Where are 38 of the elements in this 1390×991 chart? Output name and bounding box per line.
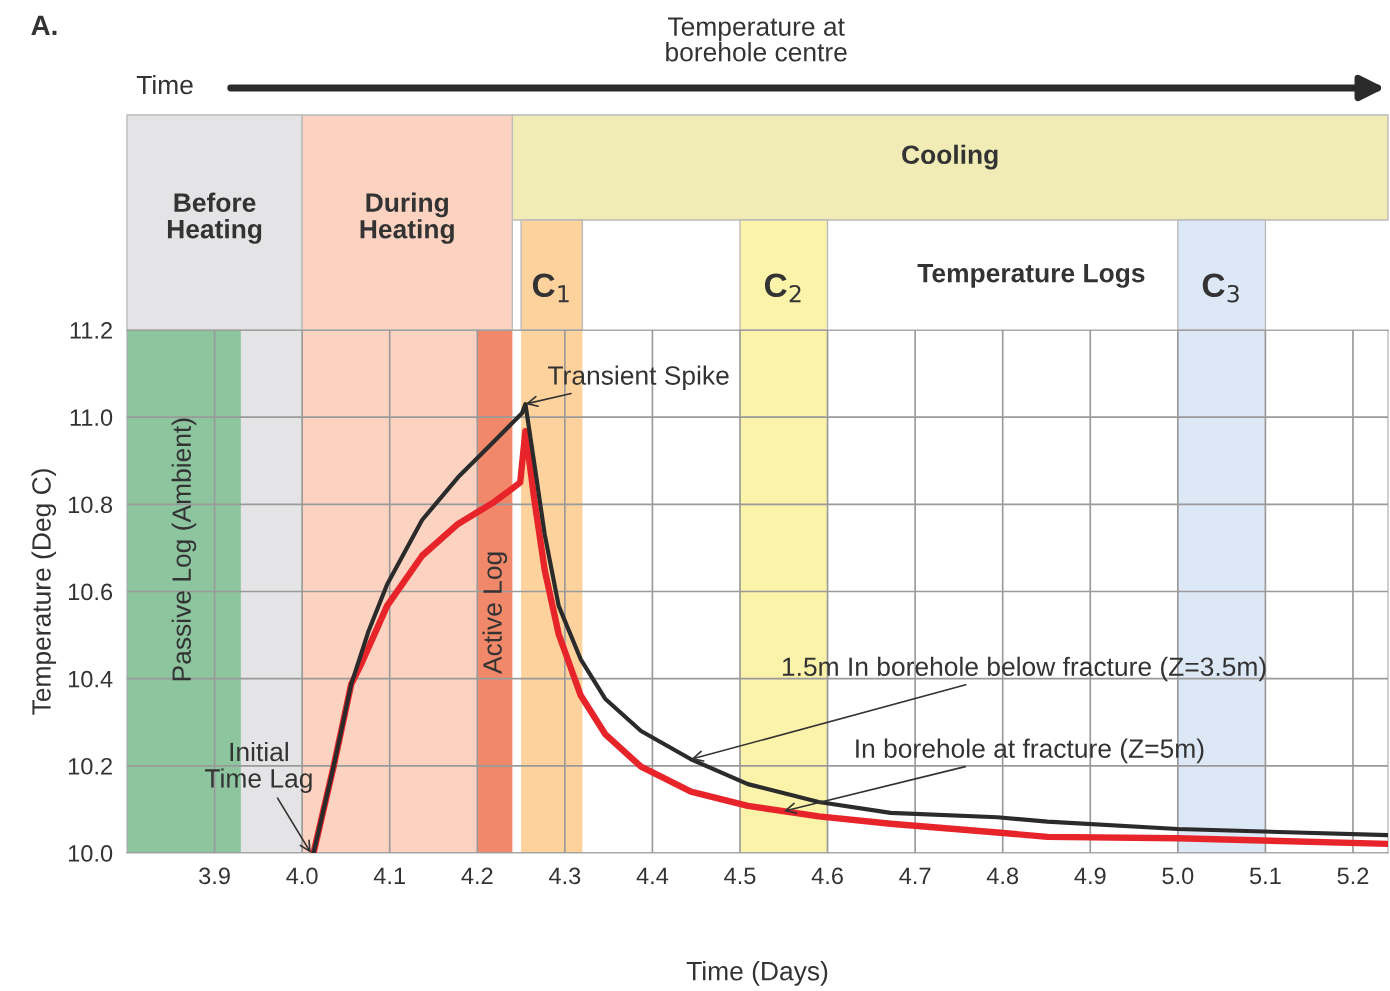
band-label: Passive Log (Ambient) — [171, 418, 197, 681]
x-tick-label: 4.3 — [548, 867, 581, 885]
x-tick-label: 5.2 — [1337, 867, 1369, 885]
y-tick-label: 10.8 — [68, 496, 113, 514]
text: Cooling — [902, 144, 998, 170]
text: Time — [136, 74, 193, 95]
x-tick-label: 4.8 — [986, 867, 1019, 885]
x-tick-label: 4.4 — [636, 867, 669, 884]
text: Temperature Logs — [917, 264, 1145, 288]
x-tick-label: 5.1 — [1249, 867, 1281, 885]
text: Before Heating — [167, 192, 262, 244]
band-label: C$_{1}$ — [532, 273, 569, 303]
annotation: In borehole at fracture (Z=5m) — [856, 738, 1204, 764]
x-tick-label: 3.9 — [199, 867, 230, 885]
x-axis-title: Time (Days) — [686, 961, 828, 986]
text: Temperature at borehole centre — [666, 17, 847, 62]
y-tick-label: 10.2 — [68, 757, 112, 775]
annotation: Transient Spike — [548, 365, 729, 391]
x-tick-label: 4.9 — [1074, 867, 1106, 885]
text: During Heating — [360, 192, 454, 244]
x-tick-label: 5.0 — [1162, 867, 1194, 885]
band-label: C$_{3}$ — [1202, 273, 1239, 303]
y-tick-label: 11.0 — [70, 409, 113, 426]
x-tick-label: 4.1 — [373, 867, 405, 884]
text: A. — [31, 15, 57, 35]
y-tick-label: 11.2 — [70, 322, 112, 339]
y-axis-title: Temperature (Deg C) — [31, 469, 57, 715]
annotation: 1.5m In borehole below fracture (Z=3.5m) — [782, 656, 1266, 682]
x-tick-label: 4.7 — [899, 867, 931, 884]
x-tick-label: 4.6 — [811, 867, 843, 885]
band-label: Active Log — [482, 552, 508, 674]
y-tick-label: 10.0 — [68, 845, 113, 862]
y-tick-label: 10.6 — [68, 583, 113, 601]
x-tick-label: 4.2 — [461, 867, 493, 884]
band-label: C$_{2}$ — [764, 273, 801, 303]
y-tick-label: 10.4 — [68, 670, 113, 688]
x-tick-label: 4.0 — [286, 867, 318, 885]
x-tick-label: 4.5 — [724, 867, 756, 885]
